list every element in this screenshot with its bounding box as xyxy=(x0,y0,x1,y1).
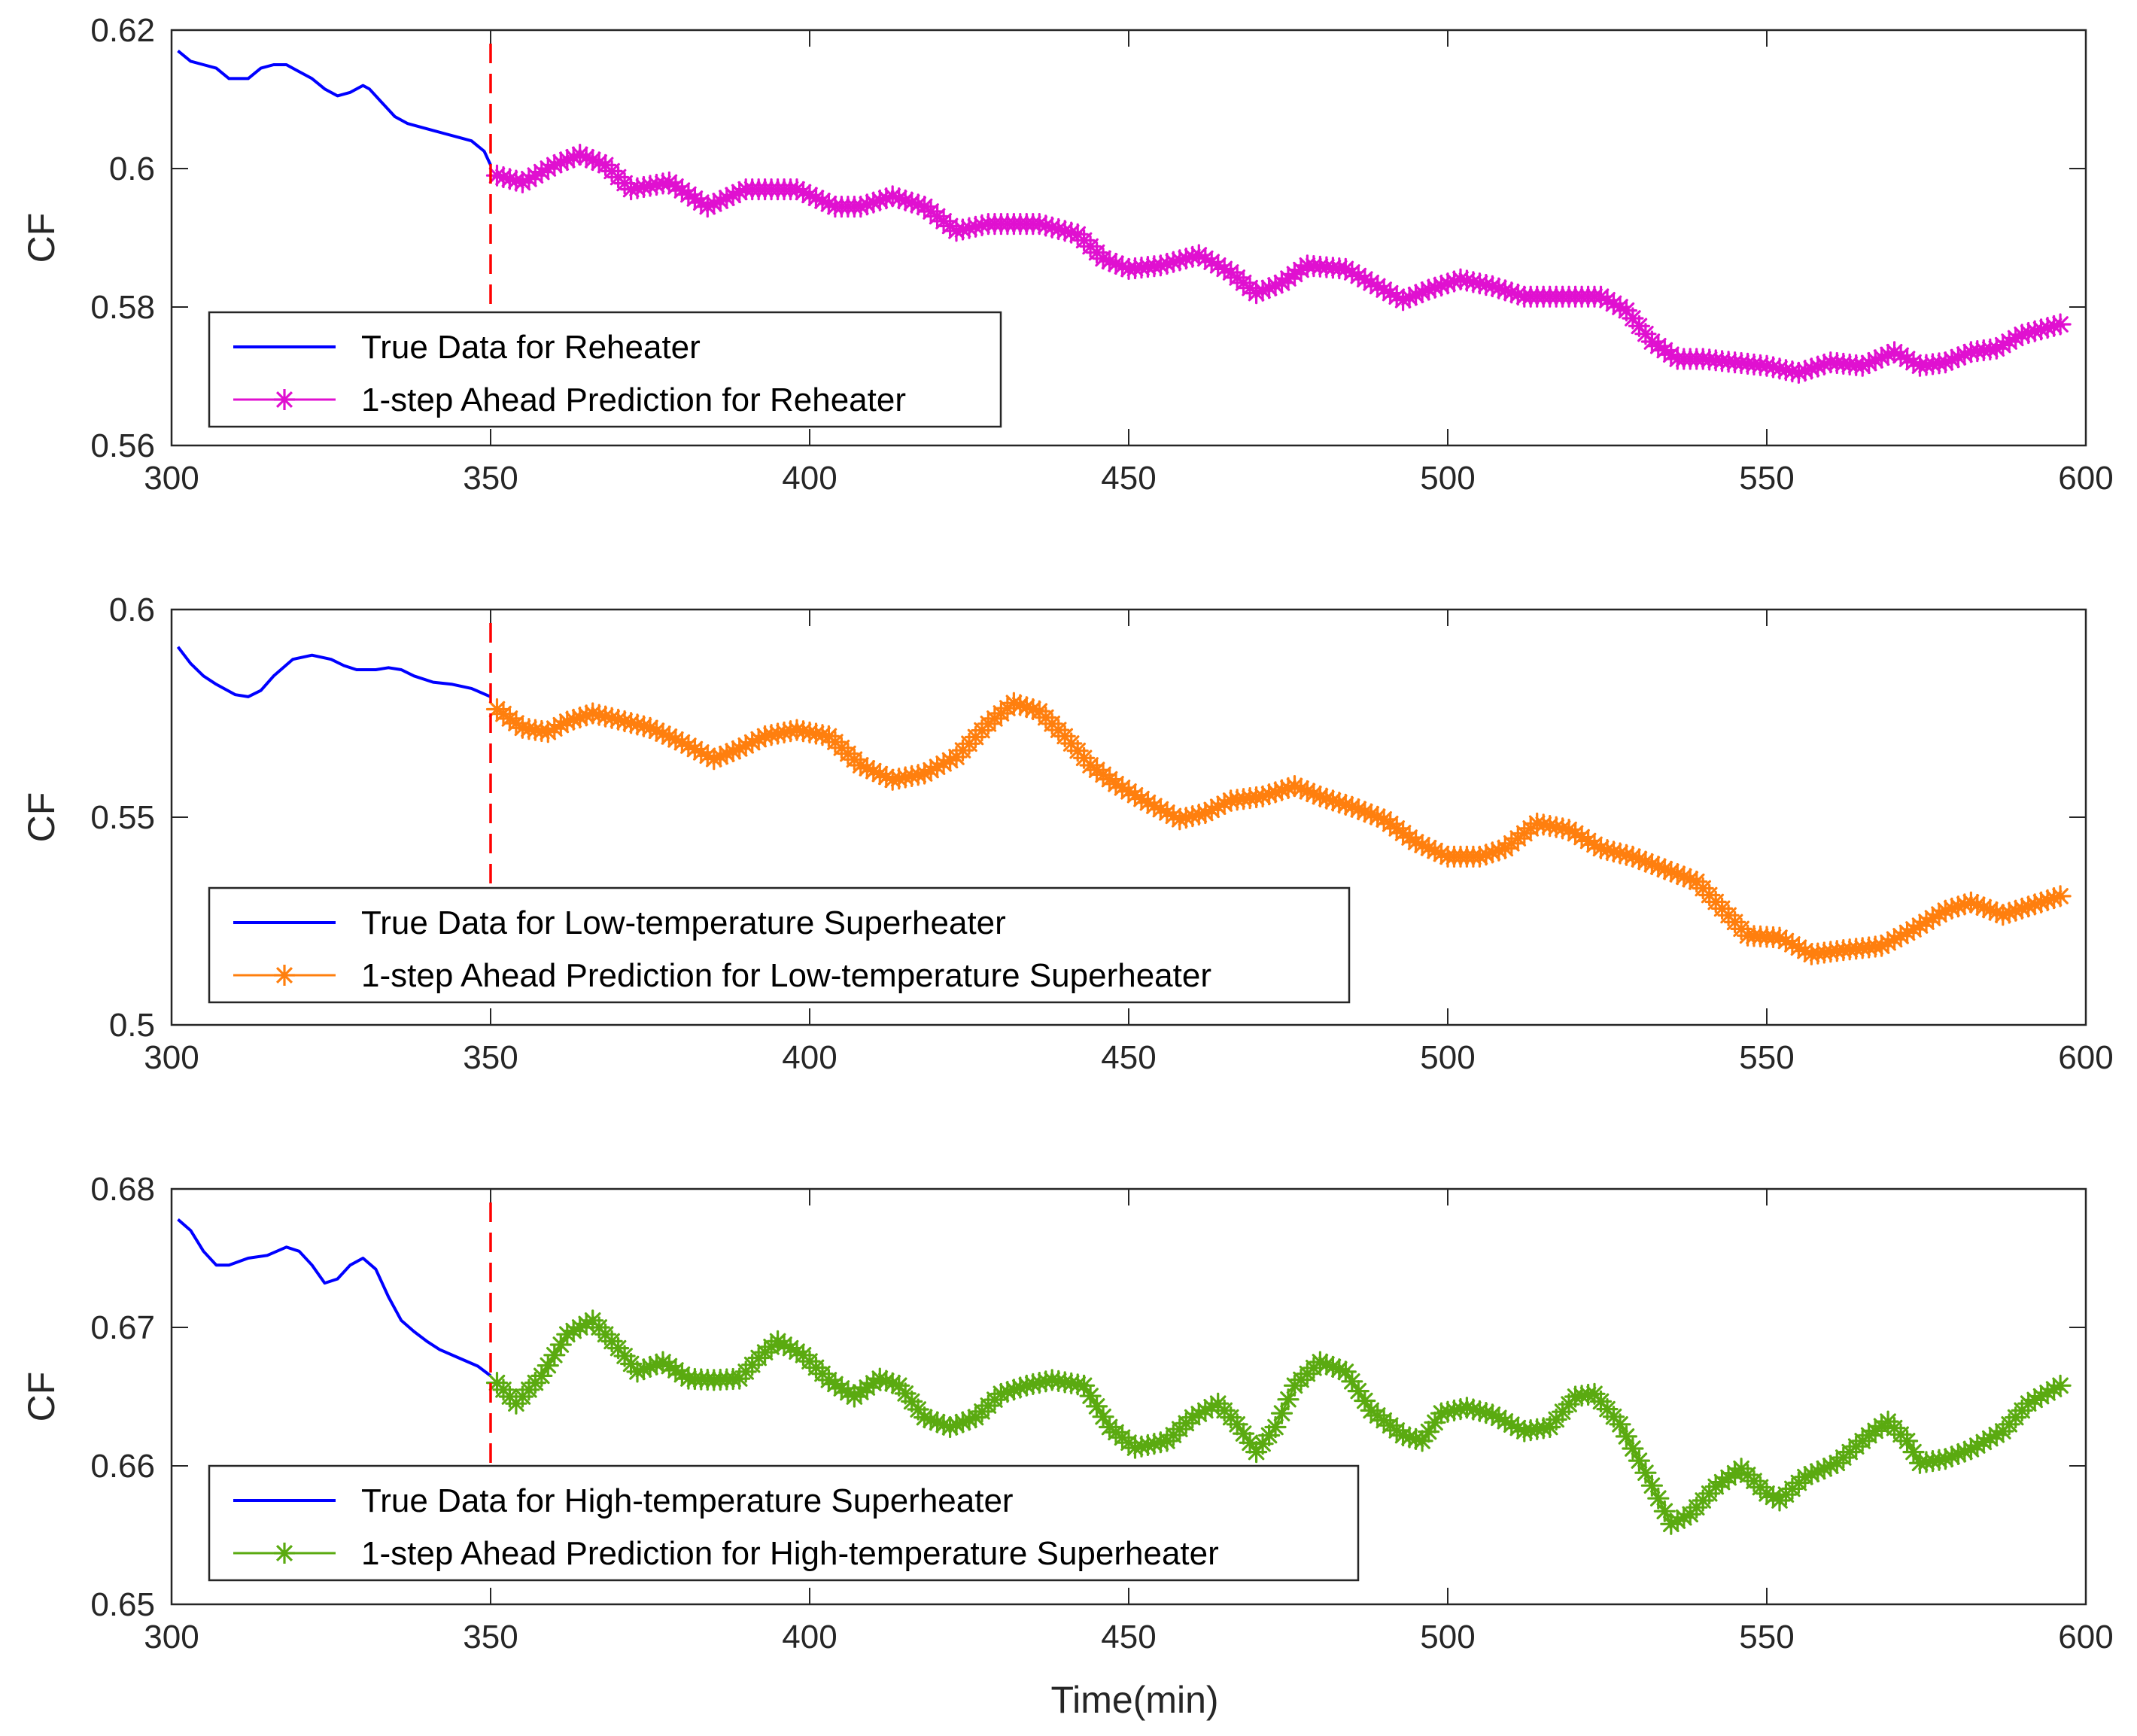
y-tick-label: 0.5 xyxy=(109,1007,155,1044)
series-line-1 xyxy=(177,1218,492,1377)
x-tick-label: 450 xyxy=(1101,460,1156,497)
y-tick-label: 0.67 xyxy=(90,1309,155,1346)
y-axis-label: CF xyxy=(20,213,62,263)
y-tick-label: 0.6 xyxy=(109,591,155,628)
y-tick-label: 0.65 xyxy=(90,1586,155,1623)
x-tick-label: 600 xyxy=(2058,1039,2113,1076)
x-tick-label: 600 xyxy=(2058,460,2113,497)
series-line-2 xyxy=(496,701,2061,956)
y-tick-label: 0.68 xyxy=(90,1171,155,1208)
plot-series-group xyxy=(177,1218,2072,1535)
x-tick-label: 450 xyxy=(1101,1619,1156,1655)
legend-entry-label: 1-step Ahead Prediction for Low-temperat… xyxy=(361,957,1211,994)
axes-frame xyxy=(170,608,2087,1026)
x-tick-label: 300 xyxy=(144,460,199,497)
legend: True Data for Low-temperature Superheate… xyxy=(208,886,1351,1004)
x-tick-label: 600 xyxy=(2058,1619,2113,1655)
y-tick-label: 0.6 xyxy=(109,150,155,187)
x-tick-label: 400 xyxy=(782,460,837,497)
x-tick-label: 400 xyxy=(782,1039,837,1076)
x-tick-label: 500 xyxy=(1420,1619,1475,1655)
plot-series-group xyxy=(176,646,2072,965)
subplot-3: 300 350 400 450 500 550 600 0.65 0.66 0.67 0.68 CF T… xyxy=(20,1171,2114,1655)
x-tick-label: 500 xyxy=(1420,460,1475,497)
legend-entry-label: True Data for Low-temperature Superheate… xyxy=(361,904,1006,941)
legend-entry-label: 1-step Ahead Prediction for High-tempera… xyxy=(361,1535,1219,1572)
series-line-2 xyxy=(496,1318,2061,1526)
x-tick-label: 550 xyxy=(1739,460,1794,497)
legend-box xyxy=(208,886,1351,1004)
x-tick-label: 350 xyxy=(463,460,518,497)
x-tick-label: 350 xyxy=(463,1039,518,1076)
legend-entry-label: 1-step Ahead Prediction for Reheater xyxy=(361,382,906,418)
y-tick-label: 0.66 xyxy=(90,1448,155,1485)
legend-swatch-marker xyxy=(274,389,295,410)
y-tick-label: 0.55 xyxy=(90,799,155,836)
legend-swatch-marker xyxy=(274,965,295,986)
legend: True Data for High-temperature Superheat… xyxy=(208,1464,1360,1582)
series-line-2 xyxy=(497,153,2061,374)
axes-frame xyxy=(170,29,2087,447)
plot-series-group xyxy=(177,50,2072,384)
axes-frame xyxy=(170,1187,2087,1606)
y-tick-label: 0.58 xyxy=(90,289,155,326)
series-line-1 xyxy=(176,646,491,698)
series-line-1 xyxy=(177,50,492,166)
subplot-2: 300 350 400 450 500 550 600 0.5 0.55 0.6 CF True Da… xyxy=(20,591,2114,1076)
y-axis-label: CF xyxy=(20,1372,62,1422)
x-tick-label: 350 xyxy=(463,1619,518,1655)
legend-box xyxy=(208,1464,1360,1582)
y-tick-label: 0.62 xyxy=(90,12,155,49)
legend: True Data for Reheater 1-step Ahead Predi… xyxy=(208,311,1002,428)
x-tick-label: 400 xyxy=(782,1619,837,1655)
subplot-stack: 300 350 400 450 500 550 600 0.56 0.58 0.6 0.62 CF Tr… xyxy=(20,12,2114,1655)
subplot-1: 300 350 400 450 500 550 600 0.56 0.58 0.6 0.62 CF Tr… xyxy=(20,12,2114,497)
legend-entry-label: True Data for High-temperature Superheat… xyxy=(361,1482,1014,1519)
y-axis-label: CF xyxy=(20,792,62,843)
x-tick-label: 550 xyxy=(1739,1039,1794,1076)
legend-entry-label: True Data for Reheater xyxy=(361,329,701,366)
x-tick-label: 500 xyxy=(1420,1039,1475,1076)
y-tick-label: 0.56 xyxy=(90,427,155,464)
x-tick-label: 450 xyxy=(1101,1039,1156,1076)
x-tick-label: 300 xyxy=(144,1039,199,1076)
legend-swatch-marker xyxy=(274,1543,295,1564)
x-tick-label: 300 xyxy=(144,1619,199,1655)
legend-box xyxy=(208,311,1002,428)
figure-x-axis-label: Time(min) xyxy=(1050,1679,1218,1721)
x-tick-label: 550 xyxy=(1739,1619,1794,1655)
